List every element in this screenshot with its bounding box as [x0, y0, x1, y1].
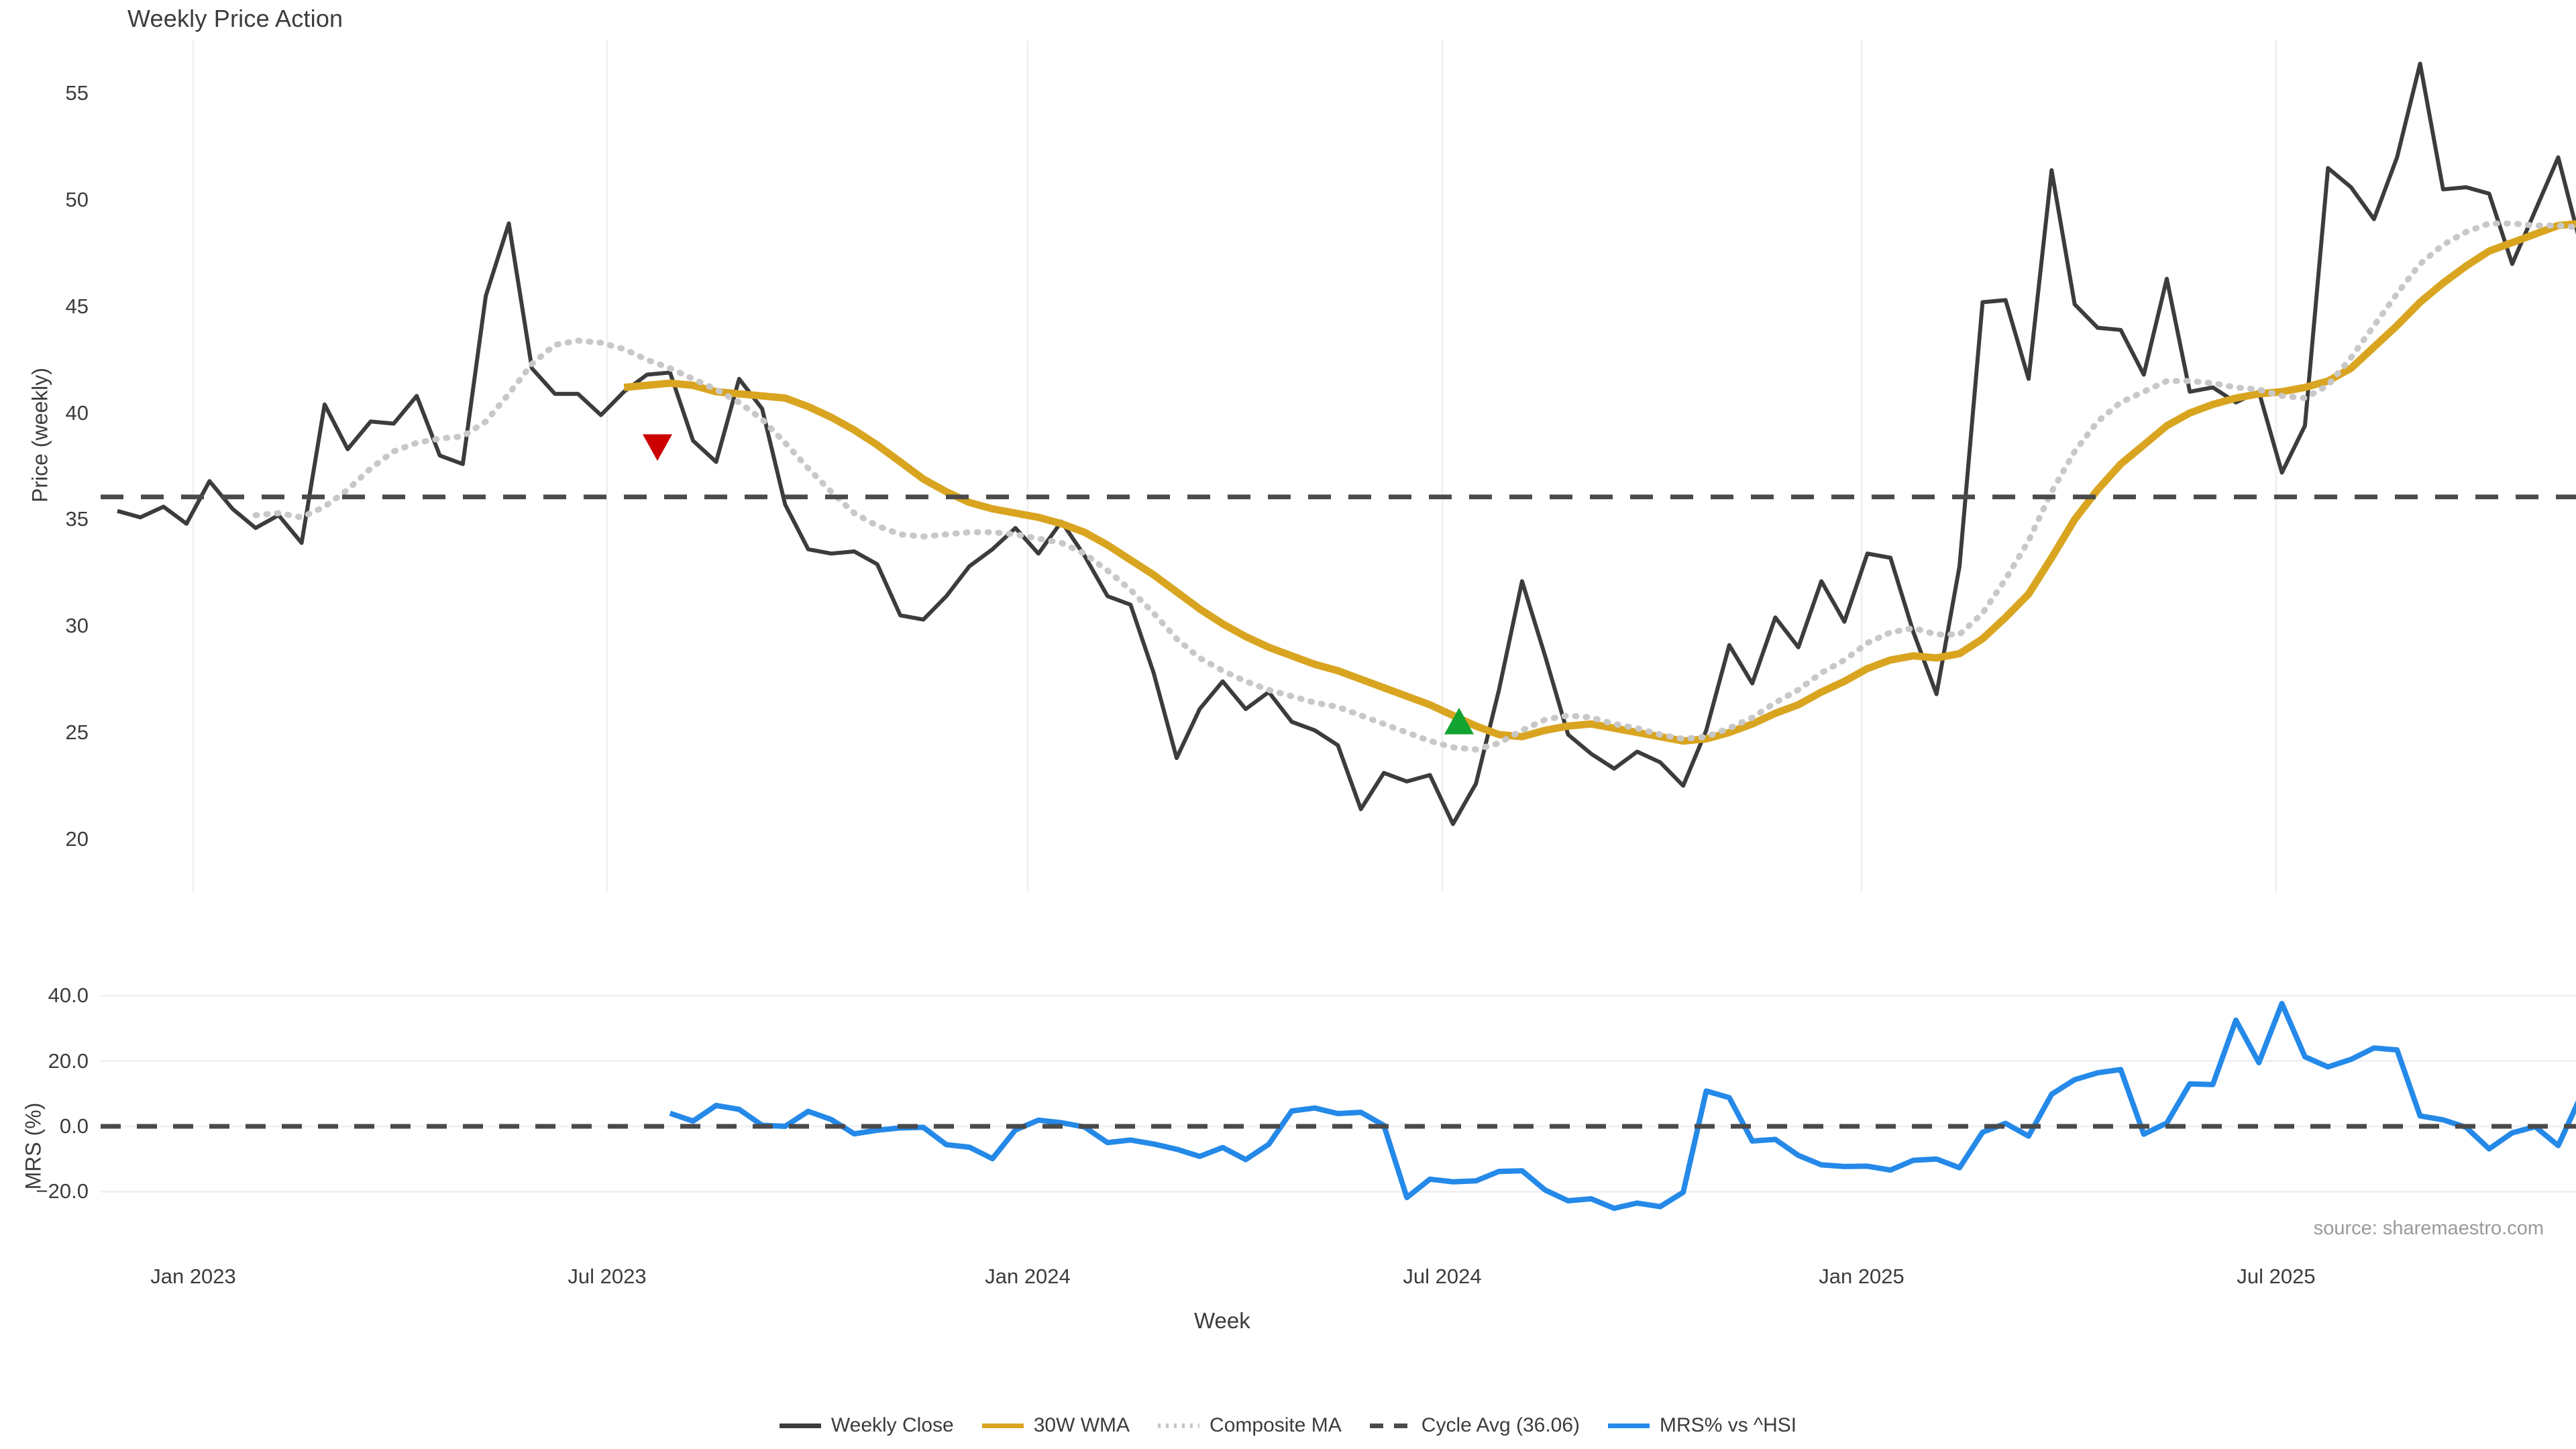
legend-item-weekly-close[interactable]: Weekly Close	[779, 1414, 954, 1437]
series-mrs-vs-hsi	[669, 1001, 2576, 1212]
legend-item-mrs-vs-hsi[interactable]: MRS% vs ^HSI	[1608, 1414, 1796, 1437]
y-tick-label: 20.0	[48, 1049, 89, 1073]
legend-item-30w-wma[interactable]: 30W WMA	[981, 1414, 1130, 1437]
y-tick-label: 20	[65, 826, 89, 851]
y-tick-label: 50	[65, 188, 89, 212]
legend-label: Composite MA	[1210, 1414, 1342, 1436]
x-tick-label: Jan 2024	[985, 1265, 1071, 1288]
legend-label: Weekly Close	[830, 1414, 954, 1436]
series-30w-wma	[623, 220, 2576, 745]
page-title: Weekly Price Action	[127, 5, 343, 32]
x-axis-label: Week	[1194, 1308, 1250, 1333]
y-tick-label: 55	[65, 81, 89, 105]
y-tick-label: −20.0	[36, 1179, 89, 1203]
series-weekly-close	[117, 61, 2576, 826]
legend-label: 30W WMA	[1033, 1414, 1130, 1436]
y-tick-label: 40	[65, 400, 89, 425]
y-tick-label: 30	[65, 614, 89, 638]
y-tick-label: 40.0	[48, 983, 89, 1008]
x-tick-label: Jul 2023	[568, 1265, 647, 1288]
y-tick-label: 35	[65, 507, 89, 531]
y-tick-label: 45	[65, 294, 89, 318]
y-tick-label: 25	[65, 720, 89, 744]
x-tick-label: Jan 2025	[1819, 1265, 1904, 1288]
series-composite-ma	[252, 220, 2576, 753]
buy-signal-marker	[1444, 708, 1474, 735]
sell-signal-marker	[643, 434, 672, 461]
price-y-ticks: 20 25 30 35 40 45 50 55	[0, 0, 89, 1449]
legend-item-cycle-avg-36-06-[interactable]: Cycle Avg (36.06)	[1369, 1414, 1580, 1437]
source-note: source: sharemaestro.com	[2313, 1218, 2544, 1239]
y-tick-label: 0.0	[59, 1114, 89, 1138]
legend-label: MRS% vs ^HSI	[1660, 1414, 1797, 1436]
mrs-y-ticks: −20.0 0.0 20.0 40.0	[0, 0, 89, 1449]
x-tick-label: Jul 2024	[1403, 1265, 1482, 1288]
legend-item-composite-ma[interactable]: Composite MA	[1158, 1414, 1342, 1437]
x-tick-label: Jan 2023	[150, 1265, 236, 1288]
legend-label: Cycle Avg (36.06)	[1421, 1414, 1580, 1436]
chart-legend: Weekly Close 30W WMA Composite MA Cycle Avg…	[0, 1414, 2576, 1437]
x-tick-label: Jul 2025	[2237, 1265, 2316, 1288]
